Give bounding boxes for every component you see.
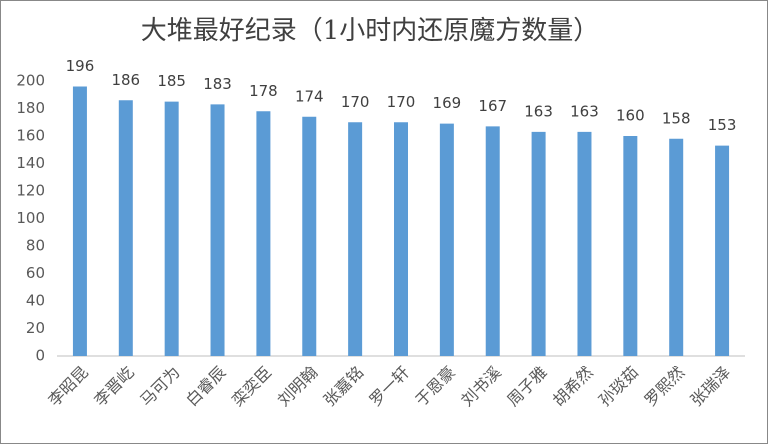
y-tick-label: 20 (26, 319, 45, 337)
bar (348, 122, 363, 356)
y-tick-label: 140 (16, 154, 45, 172)
bar (164, 101, 179, 356)
data-label: 163 (570, 102, 599, 120)
bar (394, 122, 408, 356)
data-label: 153 (708, 116, 737, 134)
y-tick-label: 100 (16, 209, 45, 227)
bar (210, 104, 225, 356)
data-label: 196 (66, 57, 95, 75)
y-tick-label: 180 (16, 99, 45, 117)
y-tick-label: 160 (16, 127, 45, 145)
data-label: 163 (524, 102, 553, 120)
data-label: 170 (341, 93, 370, 111)
y-tick-label: 80 (26, 237, 45, 255)
bar (577, 131, 592, 356)
bar (623, 136, 638, 356)
data-label: 158 (662, 109, 691, 127)
data-label: 170 (387, 93, 416, 111)
bar (72, 86, 87, 356)
data-label: 160 (616, 107, 645, 125)
y-tick-label: 120 (16, 182, 45, 200)
data-label: 167 (478, 97, 507, 115)
bar (669, 138, 684, 356)
bar (531, 131, 546, 356)
data-label: 178 (249, 82, 278, 100)
y-tick-label: 0 (35, 347, 45, 365)
data-label: 185 (157, 72, 186, 90)
bar (439, 123, 454, 356)
y-tick-label: 200 (16, 72, 45, 90)
bar (302, 116, 317, 356)
bar (485, 126, 500, 356)
y-tick-label: 40 (26, 292, 45, 310)
bar (256, 111, 271, 356)
data-label: 174 (295, 87, 324, 105)
data-label: 186 (111, 71, 140, 89)
y-tick-label: 60 (26, 264, 45, 282)
chart-title: 大堆最好纪录（1小时内还原魔方数量） (141, 16, 600, 46)
bar (715, 145, 730, 356)
data-label: 169 (433, 94, 462, 112)
data-label: 183 (203, 75, 232, 93)
bar (118, 100, 133, 356)
